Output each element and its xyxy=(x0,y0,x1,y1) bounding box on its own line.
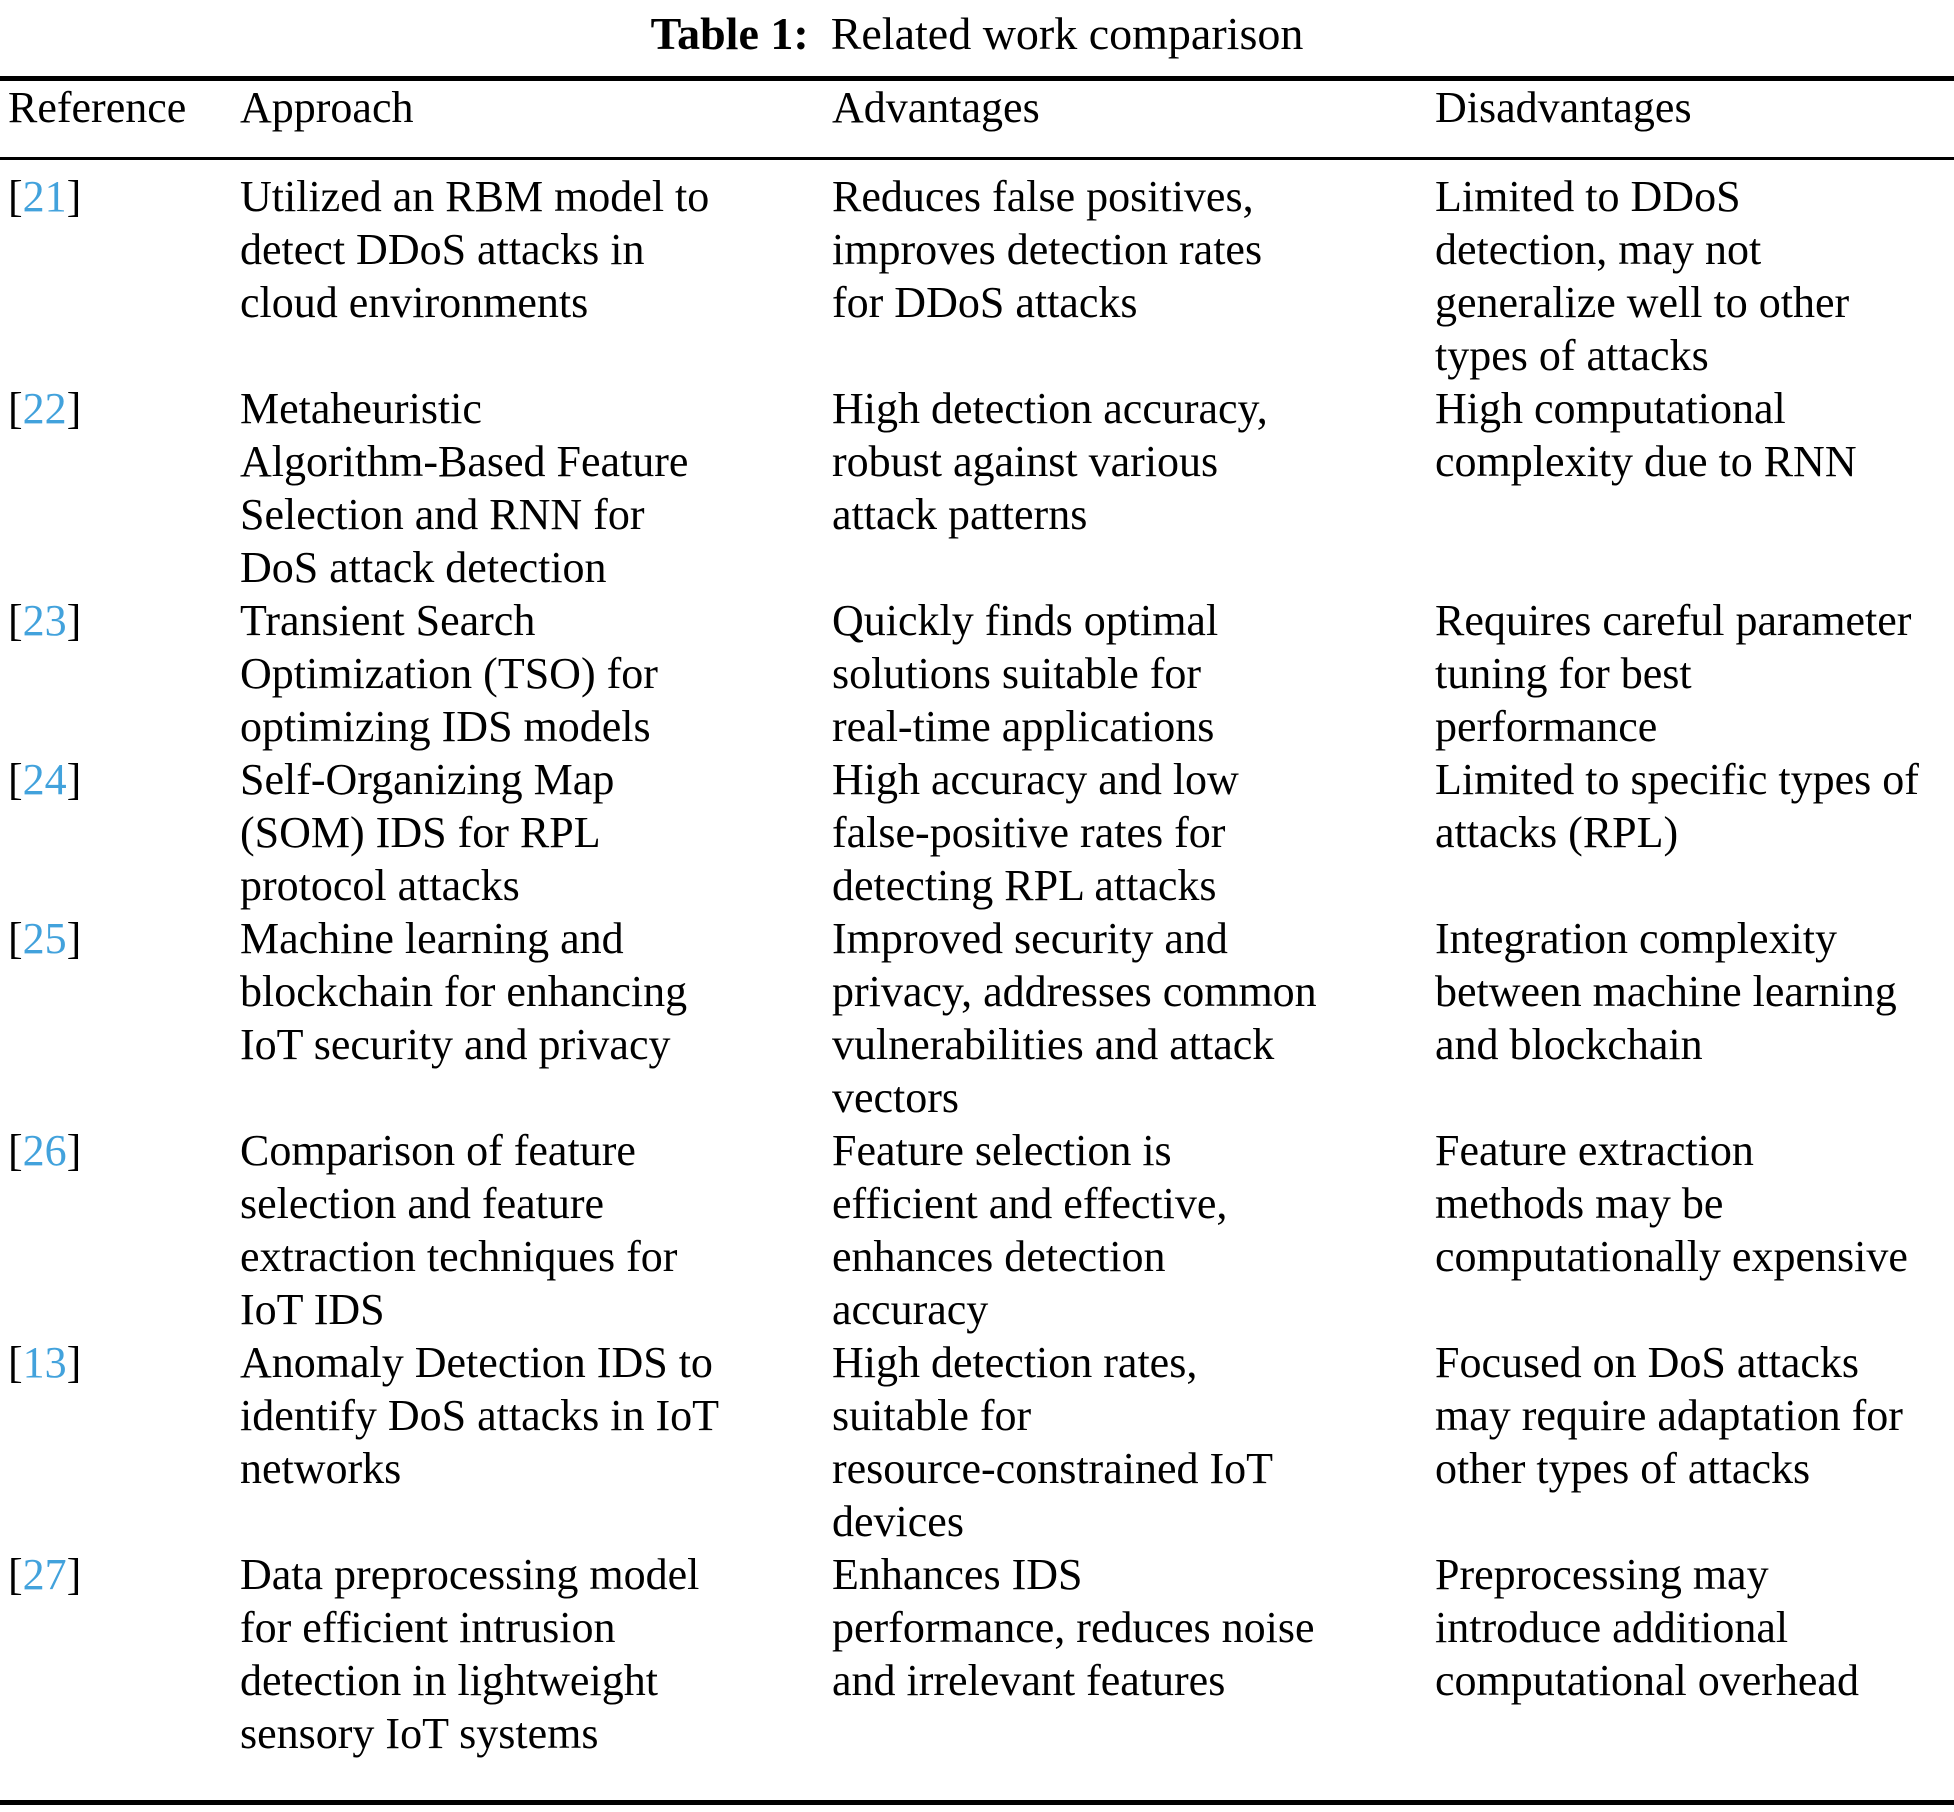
reference-link[interactable]: 13 xyxy=(22,1338,67,1387)
table-row: [26] Comparison of feature selection and… xyxy=(0,1124,1954,1336)
approach-cell: Comparison of feature selection and feat… xyxy=(240,1126,678,1334)
advantages-cell: Reduces false positives, improves detect… xyxy=(832,172,1263,327)
reference-cell: [22] xyxy=(0,382,232,594)
column-header-advantages: Advantages xyxy=(824,78,1427,160)
reference-link[interactable]: 24 xyxy=(22,755,67,804)
bracket-open: [ xyxy=(8,384,23,433)
bracket-open: [ xyxy=(8,1550,23,1599)
reference-link[interactable]: 21 xyxy=(22,172,67,221)
related-work-table: Reference Approach Advantages Disadvanta… xyxy=(0,76,1954,1805)
approach-cell: Anomaly Detection IDS to identify DoS at… xyxy=(240,1338,720,1493)
reference-cell: [23] xyxy=(0,594,232,753)
reference-cell: [24] xyxy=(0,753,232,912)
reference-link[interactable]: 25 xyxy=(22,914,67,963)
disadvantages-cell: Limited to DDoS detection, may not gener… xyxy=(1435,172,1850,380)
bracket-open: [ xyxy=(8,914,23,963)
bracket-close: ] xyxy=(66,755,82,804)
disadvantages-cell: Limited to specific types of attacks (RP… xyxy=(1435,755,1919,857)
table-caption-text: Related work comparison xyxy=(830,8,1304,59)
disadvantages-cell: Preprocessing may introduce additional c… xyxy=(1435,1550,1859,1705)
bracket-close: ] xyxy=(66,596,82,645)
table-caption-label: Table 1: xyxy=(650,8,809,59)
bracket-open: [ xyxy=(8,755,23,804)
table-row: [25] Machine learning and blockchain for… xyxy=(0,912,1954,1124)
reference-link[interactable]: 23 xyxy=(22,596,67,645)
table-caption: Table 1: Related work comparison xyxy=(0,0,1954,62)
table-row: [27] Data preprocessing model for effici… xyxy=(0,1548,1954,1803)
advantages-cell: Enhances IDS performance, reduces noise … xyxy=(832,1550,1315,1705)
disadvantages-cell: Integration complexity between machine l… xyxy=(1435,914,1897,1069)
bracket-close: ] xyxy=(66,914,82,963)
reference-link[interactable]: 26 xyxy=(22,1126,67,1175)
reference-cell: [27] xyxy=(0,1548,232,1803)
bracket-open: [ xyxy=(8,596,23,645)
reference-cell: [21] xyxy=(0,159,232,383)
bracket-close: ] xyxy=(66,384,82,433)
bracket-close: ] xyxy=(66,1338,82,1387)
approach-cell: Data preprocessing model for efficient i… xyxy=(240,1550,700,1758)
bracket-close: ] xyxy=(66,1126,82,1175)
approach-cell: Utilized an RBM model to detect DDoS att… xyxy=(240,172,710,327)
bracket-open: [ xyxy=(8,172,23,221)
disadvantages-cell: Focused on DoS attacks may require adapt… xyxy=(1435,1338,1903,1493)
bracket-close: ] xyxy=(66,1550,82,1599)
column-header-reference: Reference xyxy=(0,78,232,160)
reference-link[interactable]: 22 xyxy=(22,384,67,433)
table-row: [13] Anomaly Detection IDS to identify D… xyxy=(0,1336,1954,1548)
disadvantages-cell: Feature extraction methods may be comput… xyxy=(1435,1126,1908,1281)
bracket-open: [ xyxy=(8,1126,23,1175)
bracket-open: [ xyxy=(8,1338,23,1387)
header-row: Reference Approach Advantages Disadvanta… xyxy=(0,78,1954,160)
reference-cell: [13] xyxy=(0,1336,232,1548)
column-header-approach: Approach xyxy=(232,78,824,160)
reference-cell: [26] xyxy=(0,1124,232,1336)
approach-cell: Machine learning and blockchain for enha… xyxy=(240,914,688,1069)
advantages-cell: High accuracy and low false-positive rat… xyxy=(832,755,1239,910)
approach-cell: Metaheuristic Algorithm-Based Feature Se… xyxy=(240,384,689,592)
advantages-cell: Quickly finds optimal solutions suitable… xyxy=(832,596,1219,751)
column-header-disadvantages: Disadvantages xyxy=(1427,78,1954,160)
approach-cell: Transient Search Optimization (TSO) for … xyxy=(240,596,658,751)
table-row: [21] Utilized an RBM model to detect DDo… xyxy=(0,159,1954,383)
disadvantages-cell: High computational complexity due to RNN xyxy=(1435,384,1857,486)
table-row: [22] Metaheuristic Algorithm-Based Featu… xyxy=(0,382,1954,594)
table-row: [24] Self-Organizing Map (SOM) IDS for R… xyxy=(0,753,1954,912)
advantages-cell: Feature selection is efficient and effec… xyxy=(832,1126,1228,1334)
reference-cell: [25] xyxy=(0,912,232,1124)
approach-cell: Self-Organizing Map (SOM) IDS for RPL pr… xyxy=(240,755,615,910)
advantages-cell: Improved security and privacy, addresses… xyxy=(832,914,1317,1122)
disadvantages-cell: Requires careful parameter tuning for be… xyxy=(1435,596,1912,751)
table-row: [23] Transient Search Optimization (TSO)… xyxy=(0,594,1954,753)
reference-link[interactable]: 27 xyxy=(22,1550,67,1599)
bracket-close: ] xyxy=(66,172,82,221)
advantages-cell: High detection rates, suitable for resou… xyxy=(832,1338,1274,1546)
advantages-cell: High detection accuracy, robust against … xyxy=(832,384,1268,539)
